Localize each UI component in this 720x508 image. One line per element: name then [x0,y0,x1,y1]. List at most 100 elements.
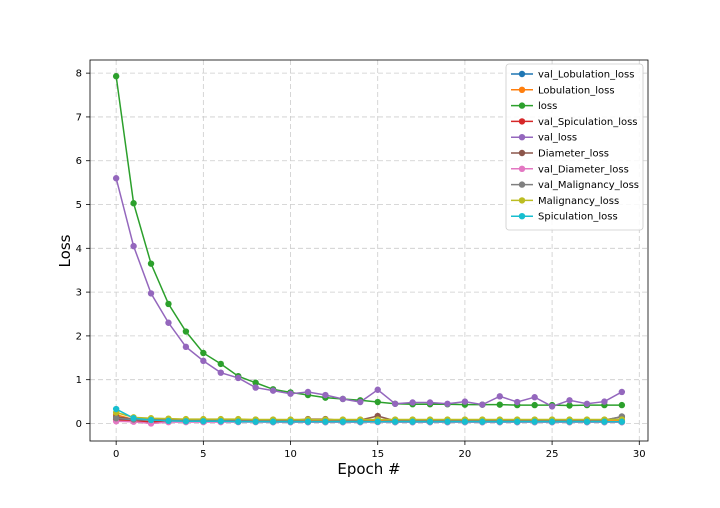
data-point-Spiculation_loss [269,418,277,425]
y-tick-label: 5 [76,200,82,211]
data-point-loss [217,360,224,368]
data-point-Spiculation_loss [165,417,172,425]
data-point-val_loss [165,319,172,326]
x-axis-ticks: 0 5 10 15 20 25 30 [113,441,646,460]
x-axis-title: Epoch # [337,460,400,478]
data-point-Spiculation_loss [235,418,242,425]
data-point-loss [566,402,573,409]
data-point-Spiculation_loss [426,418,434,425]
x-tick-label: 30 [633,449,646,460]
data-point-val_loss [357,398,364,406]
legend-swatch-marker [518,118,526,125]
x-tick-label: 10 [284,449,297,460]
data-point-loss [130,200,137,207]
data-point-Spiculation_loss [252,418,259,425]
legend-swatch-marker [518,86,526,94]
y-tick-label: 0 [76,419,82,430]
data-point-val_loss [601,398,608,405]
data-point-Spiculation_loss [409,418,416,425]
data-point-val_loss [147,290,155,297]
data-point-loss [252,379,259,386]
data-point-Spiculation_loss [601,418,608,425]
data-point-loss [112,73,120,80]
x-tick-label: 20 [459,449,472,460]
data-point-Spiculation_loss [322,418,329,425]
data-point-val_loss [112,175,120,182]
data-point-Spiculation_loss [461,418,469,425]
data-point-val_loss [269,387,277,394]
data-point-val_loss [200,357,207,365]
data-point-val_loss [409,399,416,406]
data-point-Spiculation_loss [531,418,538,425]
legend-swatch-marker [518,134,526,141]
y-axis-title: Loss [56,234,74,267]
y-tick-label: 6 [76,156,82,167]
data-point-Spiculation_loss [287,418,294,425]
data-point-val_loss [287,390,294,397]
y-tick-label: 1 [76,375,82,386]
data-point-Spiculation_loss [496,418,503,425]
data-point-loss [200,349,207,357]
data-point-Spiculation_loss [217,418,224,425]
legend-label: Lobulation_loss [538,85,615,96]
data-point-val_loss [182,343,190,351]
data-point-val_loss [496,393,503,400]
data-point-val_loss [304,388,312,396]
data-point-Spiculation_loss [479,418,486,425]
series-points [112,73,626,427]
legend-swatch-marker [518,70,526,78]
data-point-val_loss [252,384,259,391]
y-tick-label: 4 [76,244,82,255]
legend-swatch-marker [518,181,526,188]
data-point-val_loss [461,398,469,405]
legend-swatch-marker [518,149,526,157]
legend-label: loss [538,101,557,112]
data-point-val_loss [566,397,573,404]
data-point-loss [618,401,626,409]
legend-swatch-marker [518,102,526,109]
data-point-loss [165,300,172,308]
data-point-Spiculation_loss [357,418,364,425]
data-point-val_loss [583,400,591,407]
data-point-Spiculation_loss [374,418,381,425]
x-tick-label: 15 [371,449,384,460]
legend-label: val_loss [538,133,577,144]
legend-swatch-marker [518,197,526,204]
data-point-Spiculation_loss [182,418,190,425]
data-point-Spiculation_loss [583,418,591,425]
data-point-val_loss [514,398,521,406]
series-line-val_loss [115,178,623,408]
data-point-val_loss [426,399,434,406]
legend-label: Malignancy_loss [538,196,619,207]
legend-swatch-marker [518,213,526,220]
data-point-loss [147,260,155,267]
data-point-Spiculation_loss [112,405,120,413]
legend-box [505,63,644,231]
legend-label: Diameter_loss [538,149,609,160]
legend-label: val_Malignancy_loss [538,180,639,191]
data-point-val_Malignancy_loss [112,415,120,422]
data-point-Spiculation_loss [514,418,521,425]
data-point-Spiculation_loss [618,418,626,425]
y-tick-label: 8 [76,69,82,80]
data-point-Spiculation_loss [548,418,556,425]
x-tick-label: 25 [546,449,559,460]
x-tick-label: 5 [200,449,206,460]
data-point-val_loss [322,391,329,399]
data-point-val_loss [217,369,224,376]
data-point-loss [182,328,190,335]
data-point-val_loss [531,394,538,401]
x-tick-label: 0 [113,449,119,460]
data-point-loss [531,401,538,409]
legend-label: val_Spiculation_loss [538,117,638,128]
data-point-val_loss [548,403,556,410]
data-point-val_loss [374,386,381,393]
y-axis-ticks: 0 1 2 3 4 5 6 7 8 [76,69,90,430]
data-point-val_loss [339,395,347,403]
data-point-Spiculation_loss [339,418,347,425]
data-point-val_loss [391,400,399,407]
y-tick-label: 2 [76,331,82,342]
y-tick-label: 7 [76,112,82,123]
